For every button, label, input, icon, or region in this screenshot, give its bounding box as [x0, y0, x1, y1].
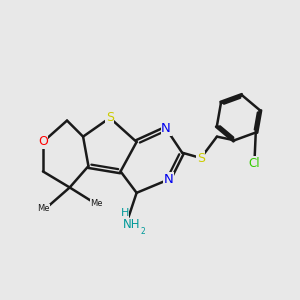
Text: Me: Me: [90, 199, 103, 208]
Text: N: N: [164, 173, 174, 186]
Text: S: S: [197, 152, 205, 164]
Text: N: N: [161, 122, 171, 135]
Text: H: H: [120, 208, 129, 218]
Text: O: O: [38, 136, 48, 148]
Text: 2: 2: [141, 227, 146, 236]
Text: Cl: Cl: [249, 157, 260, 170]
Text: NH: NH: [122, 218, 140, 231]
Text: S: S: [106, 111, 114, 124]
Text: Me: Me: [37, 204, 49, 213]
